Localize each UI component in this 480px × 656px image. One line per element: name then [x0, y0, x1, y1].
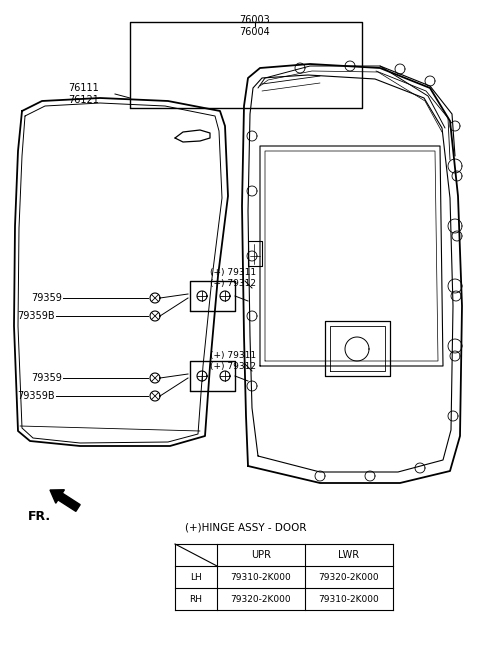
Text: (+) 79311
(+) 79312: (+) 79311 (+) 79312: [210, 268, 256, 288]
Text: 79359: 79359: [31, 373, 62, 383]
Text: 79359B: 79359B: [17, 311, 55, 321]
Text: (+)HINGE ASSY - DOOR: (+)HINGE ASSY - DOOR: [185, 523, 307, 533]
Text: 79359: 79359: [31, 293, 62, 303]
Text: 76003
76004: 76003 76004: [240, 15, 270, 37]
Text: RH: RH: [190, 594, 203, 604]
Text: (+) 79311
(+) 79312: (+) 79311 (+) 79312: [210, 351, 256, 371]
Text: 79359B: 79359B: [17, 391, 55, 401]
Text: FR.: FR.: [28, 510, 51, 522]
Text: 79320-2K000: 79320-2K000: [319, 573, 379, 581]
Text: 79310-2K000: 79310-2K000: [319, 594, 379, 604]
Text: LH: LH: [190, 573, 202, 581]
Text: 79310-2K000: 79310-2K000: [230, 573, 291, 581]
Text: 79320-2K000: 79320-2K000: [231, 594, 291, 604]
Text: UPR: UPR: [251, 550, 271, 560]
Text: LWR: LWR: [338, 550, 360, 560]
FancyArrow shape: [50, 490, 80, 512]
Text: 76111
76121: 76111 76121: [68, 83, 99, 105]
